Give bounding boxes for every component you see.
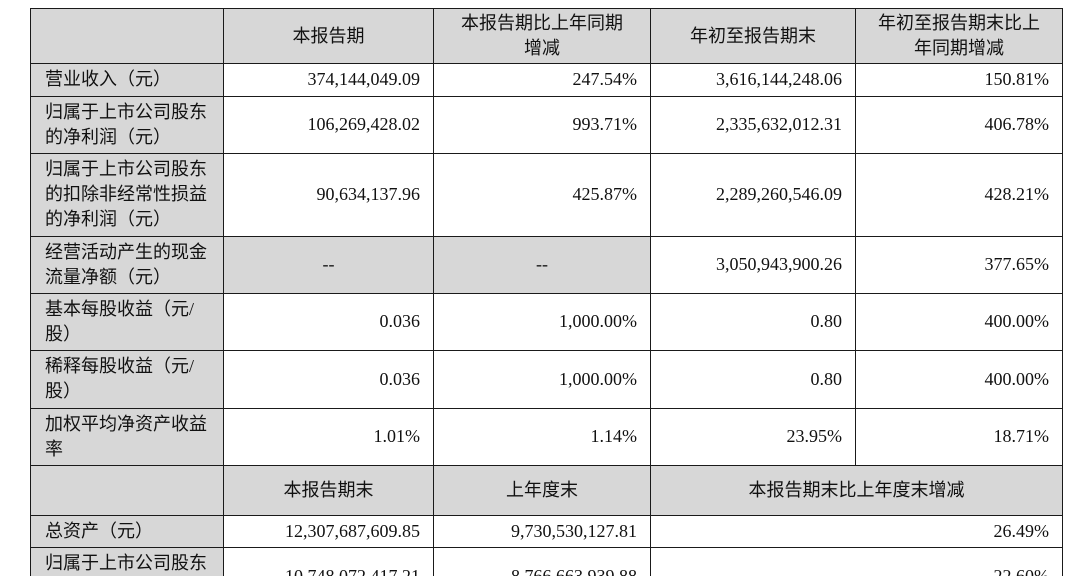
cell-value-na: --: [433, 235, 651, 294]
cell-value: 12,307,687,609.85: [223, 514, 434, 549]
cell-value: 9,730,530,127.81: [433, 514, 651, 549]
cell-value: 22.60%: [650, 547, 1063, 576]
cell-value: 90,634,137.96: [223, 152, 434, 237]
row-label: 稀释每股收益（元/股）: [30, 350, 224, 409]
corner-cell: [30, 7, 224, 65]
table-row-weighted-avg-roe: 加权平均净资产收益率 1.01% 1.14% 23.95% 18.71%: [30, 407, 1063, 467]
row-label: 归属于上市公司股东的净利润（元）: [30, 95, 224, 154]
table-row-owners-equity: 归属于上市公司股东的所有者权益（元） 10,748,072,417.21 8,7…: [30, 547, 1063, 576]
cell-value: 247.54%: [433, 63, 651, 97]
table-row-net-profit: 归属于上市公司股东的净利润（元） 106,269,428.02 993.71% …: [30, 95, 1063, 154]
cell-value: 23.95%: [650, 407, 856, 467]
header-row-period-end: 本报告期末 上年度末 本报告期末比上年度末增减: [30, 465, 1063, 516]
cell-value: 0.036: [223, 350, 434, 409]
row-label: 归属于上市公司股东的扣除非经常性损益的净利润（元）: [30, 152, 224, 237]
row-label: 营业收入（元）: [30, 63, 224, 97]
column-header-period-end: 本报告期末: [223, 465, 434, 516]
cell-value: 2,289,260,546.09: [650, 152, 856, 237]
cell-value: 425.87%: [433, 152, 651, 237]
table-row-revenue: 营业收入（元） 374,144,049.09 247.54% 3,616,144…: [30, 63, 1063, 97]
corner-cell: [30, 465, 224, 516]
header-row-period: 本报告期 本报告期比上年同期增减 年初至报告期末 年初至报告期末比上年同期增减: [30, 7, 1063, 65]
column-header-change-vs-prior-year-end: 本报告期末比上年度末增减: [650, 465, 1063, 516]
cell-value: 428.21%: [855, 152, 1063, 237]
cell-value: 374,144,049.09: [223, 63, 434, 97]
cell-value: 26.49%: [650, 514, 1063, 549]
cell-value: 1.14%: [433, 407, 651, 467]
column-header-yoy-change: 本报告期比上年同期增减: [433, 7, 651, 65]
cell-value: 1,000.00%: [433, 292, 651, 352]
table-row-total-assets: 总资产（元） 12,307,687,609.85 9,730,530,127.8…: [30, 514, 1063, 549]
table-row-net-profit-excl-nonrecurring: 归属于上市公司股东的扣除非经常性损益的净利润（元） 90,634,137.96 …: [30, 152, 1063, 237]
table-row-diluted-eps: 稀释每股收益（元/股） 0.036 1,000.00% 0.80 400.00%: [30, 350, 1063, 409]
cell-value: 400.00%: [855, 292, 1063, 352]
cell-value-na: --: [223, 235, 434, 294]
financial-summary-table: 本报告期 本报告期比上年同期增减 年初至报告期末 年初至报告期末比上年同期增减 …: [30, 7, 1063, 576]
column-header-prior-year-end: 上年度末: [433, 465, 651, 516]
cell-value: 1.01%: [223, 407, 434, 467]
column-header-current-period: 本报告期: [223, 7, 434, 65]
cell-value: 377.65%: [855, 235, 1063, 294]
cell-value: 0.80: [650, 292, 856, 352]
row-label: 归属于上市公司股东的所有者权益（元）: [30, 547, 224, 576]
row-label: 加权平均净资产收益率: [30, 407, 224, 467]
cell-value: 2,335,632,012.31: [650, 95, 856, 154]
cell-value: 3,050,943,900.26: [650, 235, 856, 294]
cell-value: 0.036: [223, 292, 434, 352]
cell-value: 400.00%: [855, 350, 1063, 409]
table-row-operating-cash-flow: 经营活动产生的现金流量净额（元） -- -- 3,050,943,900.26 …: [30, 235, 1063, 294]
cell-value: 10,748,072,417.21: [223, 547, 434, 576]
cell-value: 0.80: [650, 350, 856, 409]
cell-value: 3,616,144,248.06: [650, 63, 856, 97]
column-header-ytd-yoy-change: 年初至报告期末比上年同期增减: [855, 7, 1063, 65]
cell-value: 8,766,663,939.88: [433, 547, 651, 576]
table-row-basic-eps: 基本每股收益（元/股） 0.036 1,000.00% 0.80 400.00%: [30, 292, 1063, 352]
column-header-ytd: 年初至报告期末: [650, 7, 856, 65]
cell-value: 993.71%: [433, 95, 651, 154]
cell-value: 1,000.00%: [433, 350, 651, 409]
row-label: 基本每股收益（元/股）: [30, 292, 224, 352]
cell-value: 18.71%: [855, 407, 1063, 467]
row-label: 总资产（元）: [30, 514, 224, 549]
cell-value: 150.81%: [855, 63, 1063, 97]
cell-value: 406.78%: [855, 95, 1063, 154]
cell-value: 106,269,428.02: [223, 95, 434, 154]
row-label: 经营活动产生的现金流量净额（元）: [30, 235, 224, 294]
